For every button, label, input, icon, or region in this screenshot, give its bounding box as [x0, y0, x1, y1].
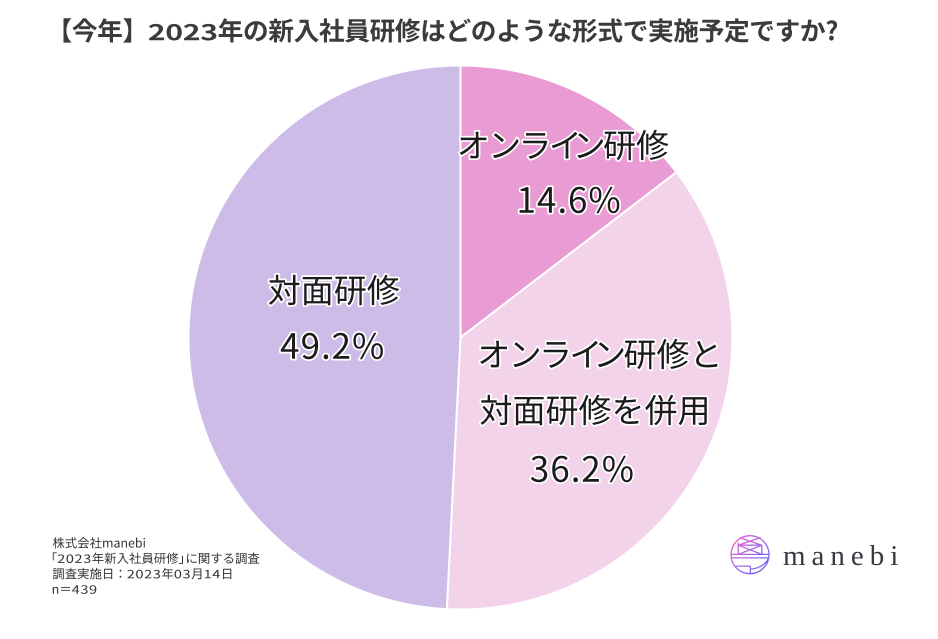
svg-text:manebi: manebi — [783, 540, 904, 572]
